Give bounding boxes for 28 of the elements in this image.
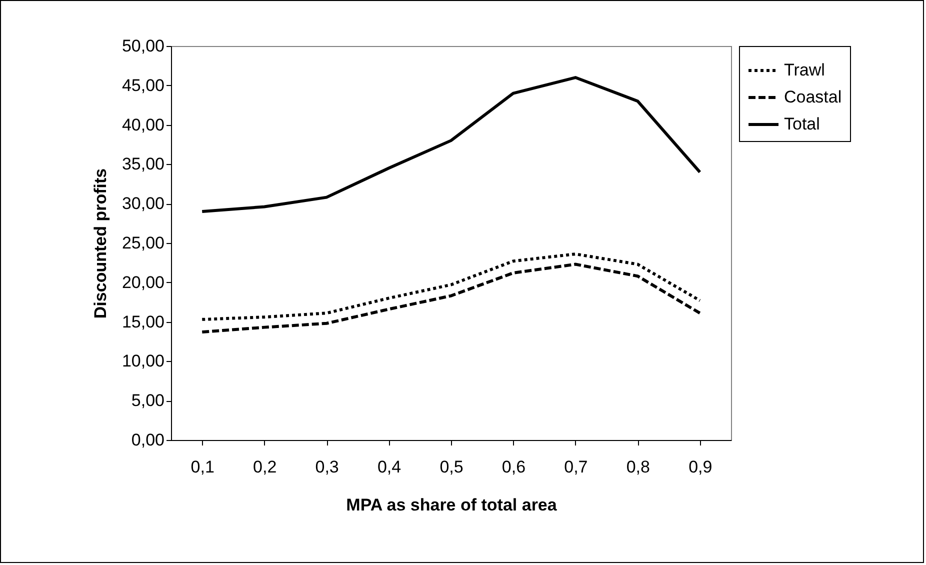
x-tick-label: 0,3 (315, 458, 339, 476)
line-series (200, 262, 702, 334)
y-axis-title: Discounted profits (90, 168, 110, 319)
y-tick-label: 20,00 (122, 272, 164, 292)
y-tick-label: 10,00 (122, 352, 164, 371)
x-tick-label: 0,5 (440, 458, 464, 476)
y-tick-label: 5,00 (131, 391, 164, 410)
y-tick-label: 50,00 (122, 36, 164, 56)
y-tick-label: 30,00 (122, 194, 164, 214)
x-tick-label: 0,8 (626, 458, 650, 476)
y-tick-label: 15,00 (122, 312, 164, 332)
y-tick-label: 35,00 (122, 154, 164, 174)
y-tick-label: 25,00 (122, 234, 164, 252)
legend-label: Coastal (784, 88, 842, 106)
legend-label: Total (784, 114, 820, 134)
line-series (200, 76, 702, 213)
line-series (200, 252, 702, 321)
x-tick-label: 0,2 (253, 458, 277, 476)
x-tick-label: 0,4 (377, 458, 402, 476)
x-tick-label: 0,9 (688, 458, 712, 476)
x-tick-label: 0,6 (502, 458, 526, 476)
y-tick-label: 0,00 (131, 430, 164, 450)
legend-label: Trawl (784, 60, 825, 80)
x-tick-label: 0,1 (190, 458, 214, 476)
x-axis-title: MPA as share of total area (346, 496, 558, 514)
y-tick-label: 40,00 (122, 115, 164, 134)
y-tick-label: 45,00 (122, 76, 164, 95)
x-tick-label: 0,7 (564, 458, 588, 476)
